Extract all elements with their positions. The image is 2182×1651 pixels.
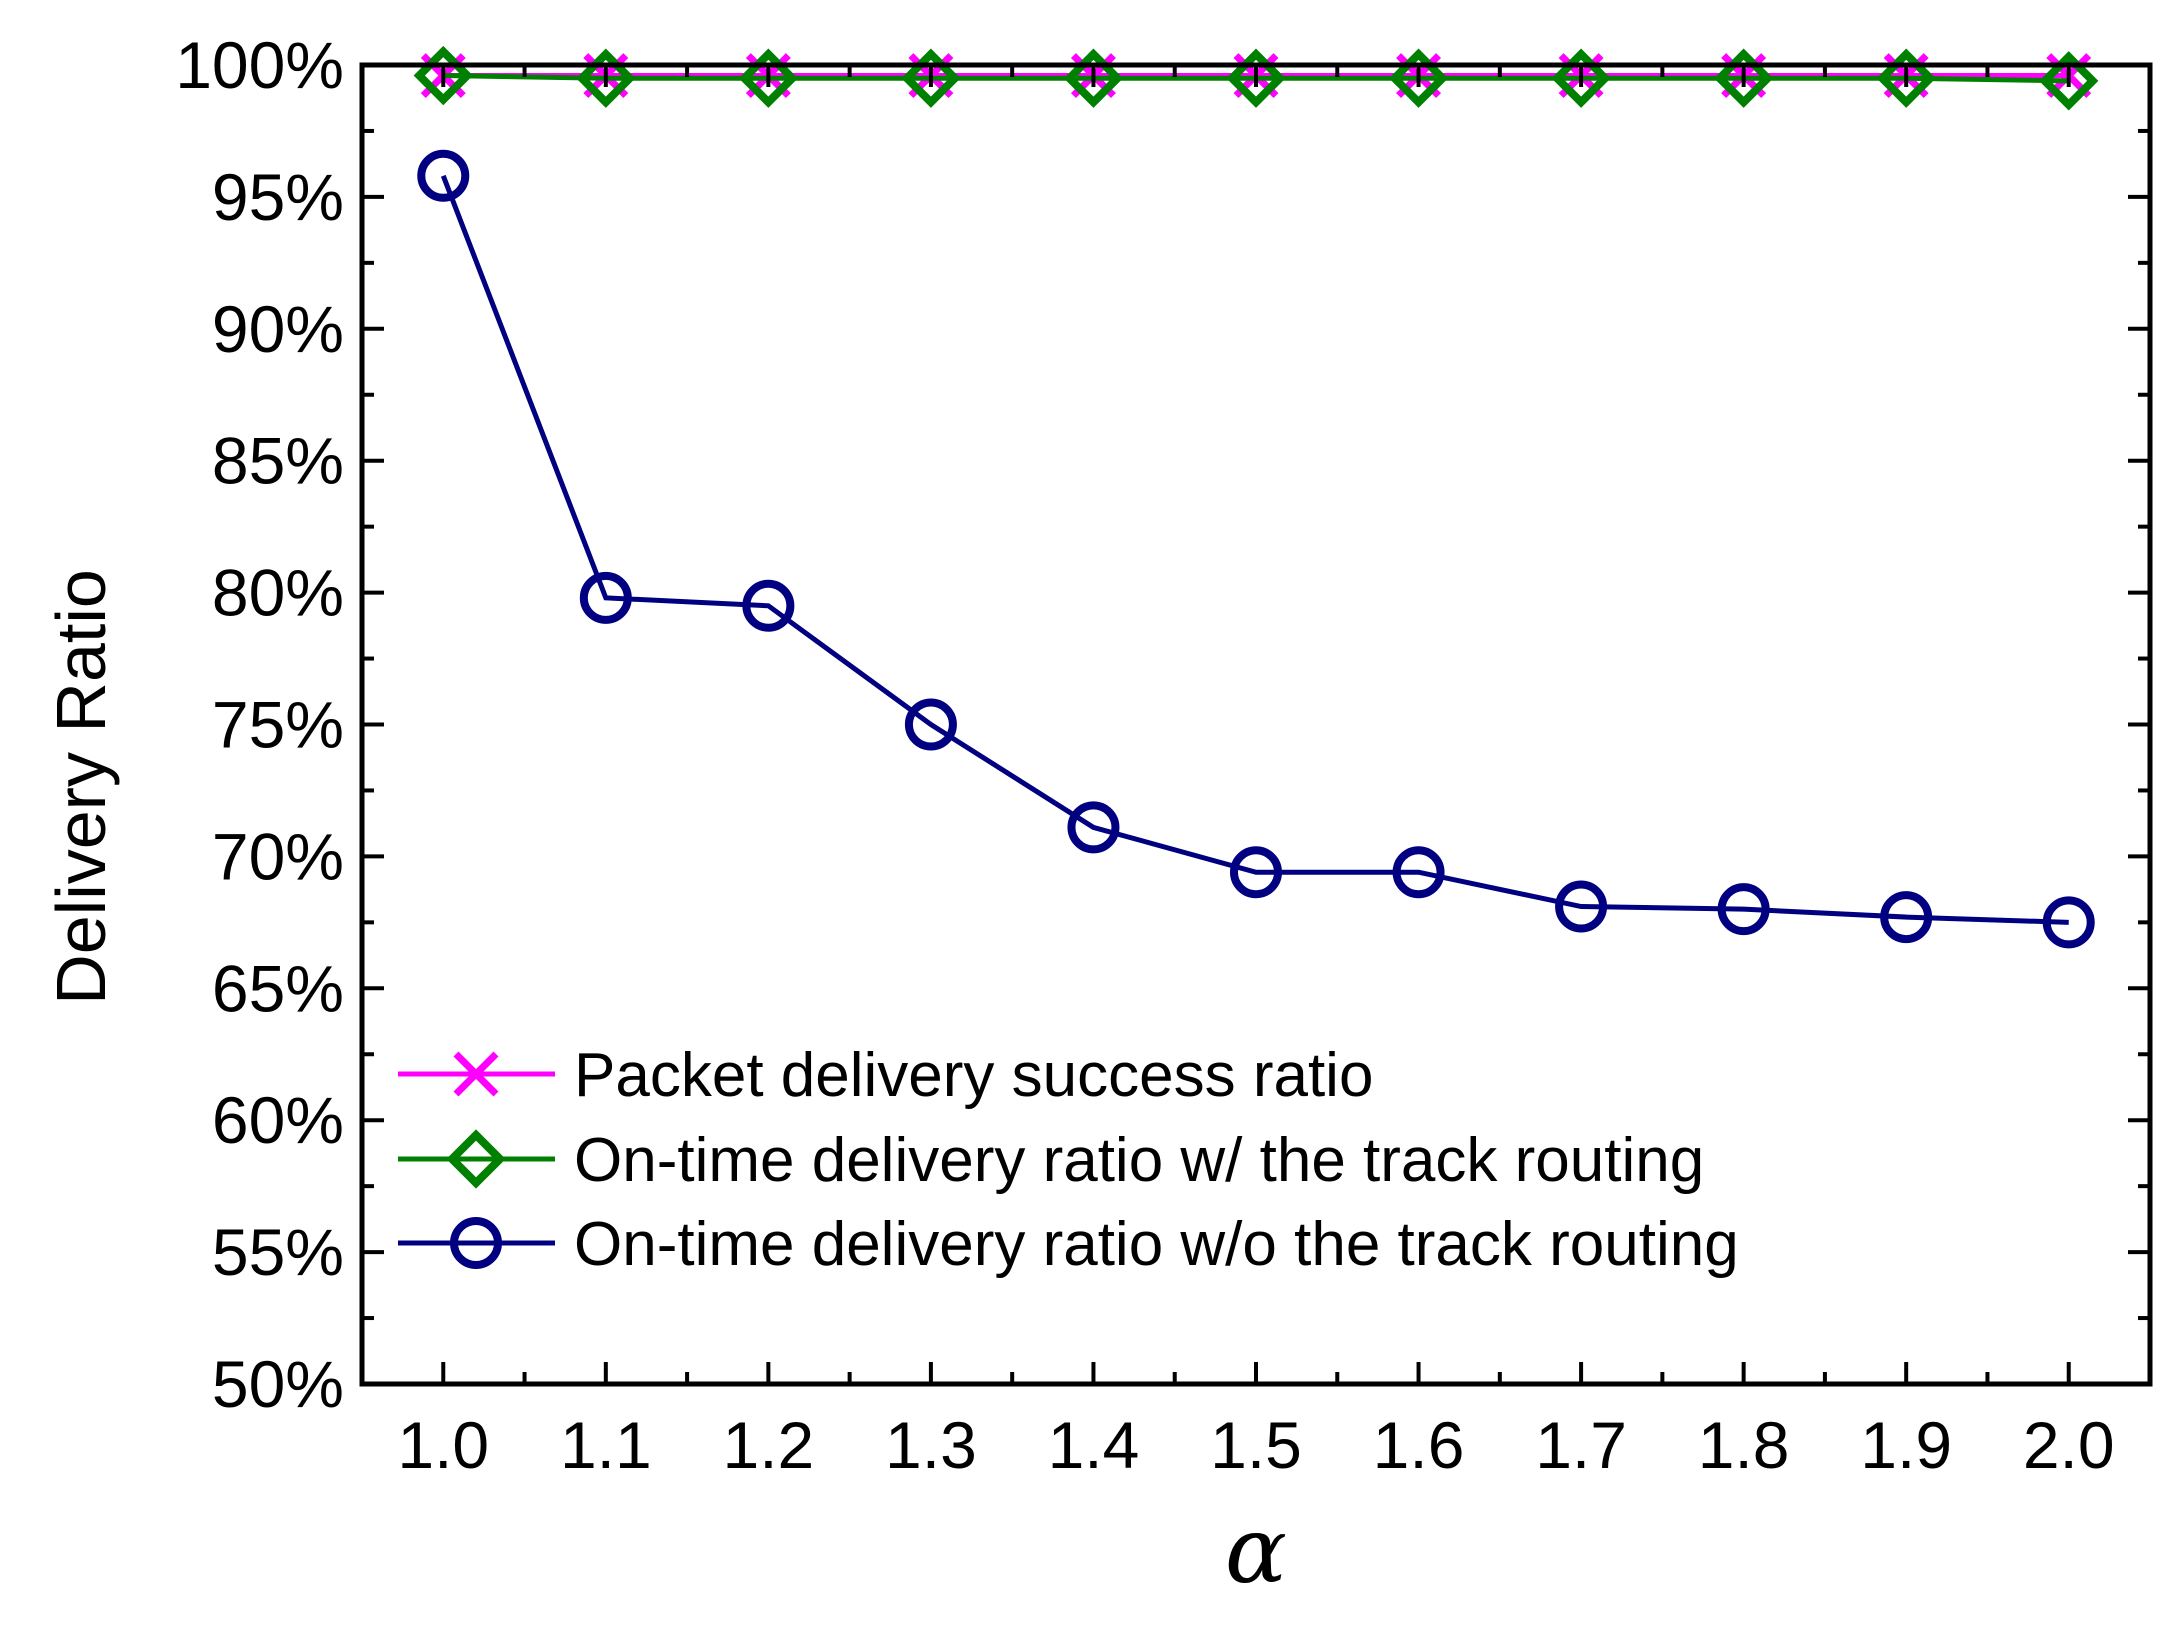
x-tick-label: 1.7 bbox=[1535, 1408, 1627, 1482]
x-tick-label: 1.6 bbox=[1373, 1408, 1465, 1482]
legend-marker-1 bbox=[453, 1051, 499, 1097]
legend-marker-3 bbox=[450, 1217, 502, 1269]
series-3-point bbox=[904, 698, 957, 751]
y-tick-label: 85% bbox=[212, 424, 344, 498]
y-tick-label: 55% bbox=[212, 1215, 344, 1289]
series-2-point bbox=[1551, 48, 1611, 108]
y-tick-label: 50% bbox=[212, 1347, 344, 1421]
y-tick-label: 75% bbox=[212, 688, 344, 762]
series-3-line bbox=[440, 174, 2069, 925]
series-2-point bbox=[576, 48, 636, 108]
series-3-point bbox=[1717, 883, 1770, 936]
legend-marker-1-stroke-b bbox=[453, 1051, 499, 1097]
series-2-point bbox=[1388, 48, 1449, 108]
series-3-point bbox=[1392, 846, 1445, 899]
x-tick-label: 1.1 bbox=[560, 1408, 652, 1482]
y-tick-label: 80% bbox=[212, 556, 344, 630]
x-tick-label: 1.3 bbox=[885, 1408, 977, 1482]
series-2-point bbox=[1063, 48, 1124, 108]
series-3-point bbox=[417, 149, 470, 202]
x-tick-label: 2.0 bbox=[2023, 1408, 2115, 1482]
y-axis-title: Delivery Ratio bbox=[42, 569, 120, 1005]
x-tick-label: 1.5 bbox=[1210, 1408, 1302, 1482]
series-2-point bbox=[1226, 48, 1286, 108]
legend-label-2: On-time delivery ratio w/ the track rout… bbox=[574, 1126, 1704, 1195]
legend-label-1: Packet delivery success ratio bbox=[574, 1041, 1373, 1110]
y-tick-label: 65% bbox=[212, 951, 344, 1025]
series-3-point bbox=[1555, 880, 1608, 933]
legend-label-3: On-time delivery ratio w/o the track rou… bbox=[574, 1210, 1739, 1279]
y-tick-label: 95% bbox=[212, 160, 344, 234]
series-2-point bbox=[738, 48, 799, 108]
series-2-point bbox=[901, 48, 961, 108]
x-tick-label: 1.8 bbox=[1698, 1408, 1790, 1482]
y-tick-label: 100% bbox=[175, 28, 344, 102]
x-tick-label: 1.0 bbox=[397, 1408, 489, 1482]
y-tick-label: 60% bbox=[212, 1083, 344, 1157]
series-2-point bbox=[1713, 48, 1774, 108]
y-tick-label: 70% bbox=[212, 819, 344, 893]
x-tick-label: 1.2 bbox=[722, 1408, 814, 1482]
series-2-point bbox=[1876, 48, 1936, 108]
series-3-point bbox=[1230, 846, 1282, 899]
series-2-point bbox=[413, 45, 473, 106]
x-tick-label: 1.9 bbox=[1860, 1408, 1952, 1482]
series-3-point bbox=[1067, 801, 1120, 854]
plot-area bbox=[413, 45, 2099, 949]
series-3-point bbox=[579, 571, 632, 624]
series-3-point bbox=[742, 579, 795, 632]
series-3-point bbox=[2042, 896, 2095, 949]
series-3-point bbox=[1880, 891, 1933, 944]
legend: Packet delivery success ratio On-time del… bbox=[398, 1041, 1739, 1279]
y-tick-label: 90% bbox=[212, 292, 344, 366]
x-tick-label: 1.4 bbox=[1048, 1408, 1140, 1482]
legend-marker-2 bbox=[446, 1129, 506, 1189]
series-2-point bbox=[2039, 51, 2099, 111]
x-axis-title: α bbox=[1225, 1497, 1287, 1604]
axes: 50% 55% 60% 65% 70% 75% 80% 85% 90% 95% 100% 1.0 1.1… bbox=[175, 28, 2153, 1482]
